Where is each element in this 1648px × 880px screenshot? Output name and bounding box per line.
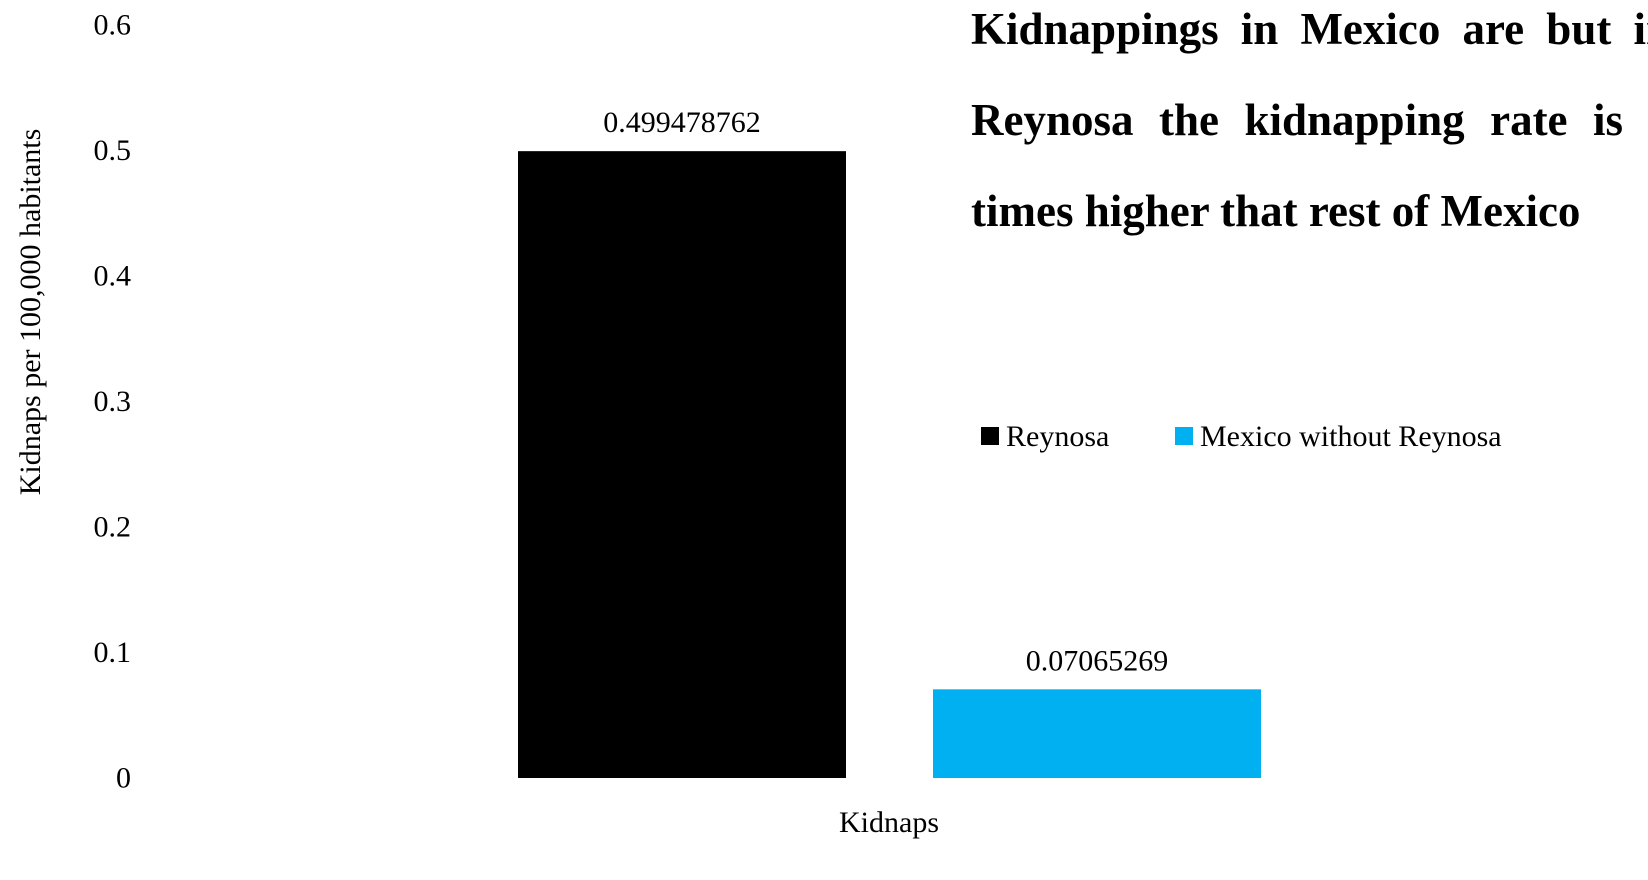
bar-reynosa: [518, 151, 846, 778]
legend: Reynosa Mexico without Reynosa: [981, 420, 1502, 453]
y-axis-title: Kidnaps per 100,000 habitants: [14, 129, 47, 496]
y-tick-label: 0.6: [94, 9, 132, 42]
y-tick-label: 0.2: [94, 511, 132, 544]
y-axis-ticks: 0 0.1 0.2 0.3 0.4 0.5 0.6: [94, 9, 132, 795]
legend-label: Mexico without Reynosa: [1200, 420, 1502, 453]
y-tick-label: 0.1: [94, 636, 132, 669]
y-tick-label: 0.5: [94, 134, 132, 167]
y-tick-label: 0: [116, 762, 131, 795]
bars: [518, 151, 1261, 778]
legend-swatch: [1175, 427, 1193, 445]
legend-label: Reynosa: [1006, 420, 1109, 453]
y-tick-label: 0.3: [94, 385, 132, 418]
y-tick-label: 0.4: [94, 260, 132, 293]
legend-swatch: [981, 427, 999, 445]
data-label: 0.499478762: [603, 106, 761, 139]
chart-title: Kidnappings in Mexico are but in Reynosa…: [971, 4, 1648, 236]
bar-mexico-without-reynosa: [933, 689, 1261, 778]
data-labels: 0.499478762 0.07065269: [603, 106, 1168, 677]
data-label: 0.07065269: [1026, 644, 1169, 677]
x-axis-title: Kidnaps: [839, 806, 939, 839]
